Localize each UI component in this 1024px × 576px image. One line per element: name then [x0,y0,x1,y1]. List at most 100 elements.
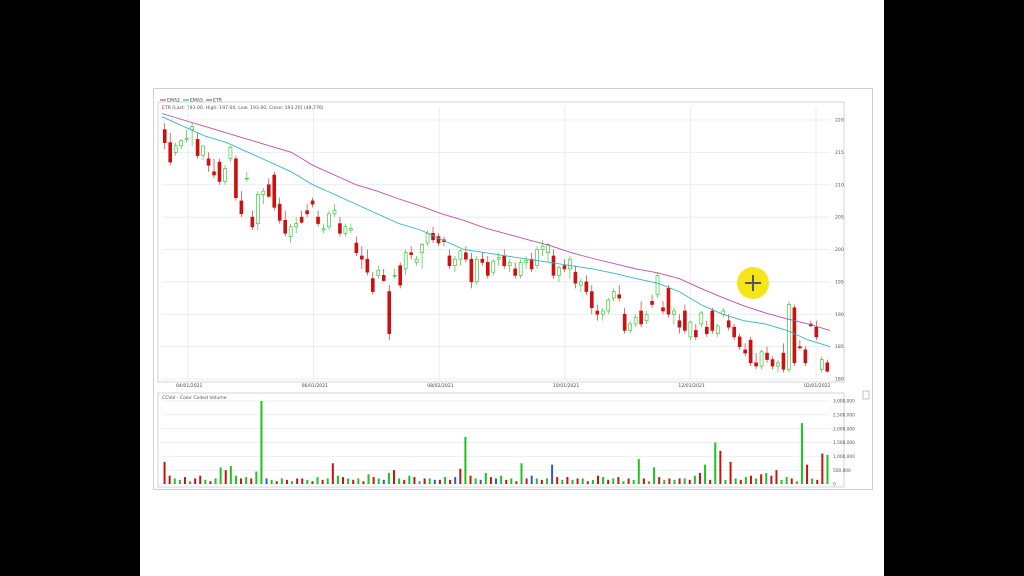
candle [710,307,715,334]
candle-body [464,252,468,260]
volume-bar [693,475,696,484]
candle [403,249,408,276]
candle-body [179,140,183,147]
volume-bar [775,470,778,484]
candle-body [726,320,731,328]
candle [360,246,364,269]
candle [666,285,671,318]
candle [776,359,780,373]
candle [447,249,452,269]
volume-bar [479,479,482,484]
candle-body [354,242,359,254]
candle [529,252,534,273]
candle-body [162,129,167,143]
cursor-highlight-icon [737,267,769,299]
volume-bar [642,478,645,484]
volume-bar [561,479,564,484]
candle [704,320,709,337]
volume-bar [204,479,207,484]
candle [398,262,402,289]
volume-tick-label: 500,000 [833,468,851,474]
candle [162,123,167,150]
candle-body [540,245,545,250]
candle [737,333,742,350]
volume-bar [464,436,467,484]
candle [288,223,293,243]
candle [683,304,687,334]
volume-bar [765,472,768,484]
volume-bar [209,481,212,484]
candles[interactable] [162,123,830,373]
candle-body [546,243,550,254]
volume-bar [275,481,278,484]
candle-body [798,346,802,349]
candle-body [403,252,408,270]
candle [617,285,622,302]
volume-bar [678,478,681,484]
price-tick-label: 185 [835,344,844,350]
candle-body [622,313,627,331]
candle [628,320,632,334]
candle-body [688,321,693,338]
volume-bar [811,478,814,484]
candle [370,272,375,295]
candle [743,343,747,357]
volume-bar [821,453,824,484]
price-tick-label: 180 [835,377,844,383]
volume-grid [162,400,830,485]
candle [606,298,611,315]
volume-bar [178,479,181,484]
candle [190,123,194,146]
candle-body [398,265,402,286]
volume-bar [632,479,635,484]
candle-body [759,351,764,367]
candle [759,349,764,370]
candle-body [819,359,824,370]
candle [562,259,567,273]
volume-bar [698,472,701,484]
candle-body [557,267,561,276]
candle [507,259,512,273]
volume-bar [795,481,798,484]
candle [803,346,808,367]
candle [661,301,665,315]
candle-body [173,145,178,153]
candle-body [453,258,457,266]
volume-bar [749,475,752,484]
volume-bars[interactable] [163,401,829,484]
volume-bar [296,478,299,484]
candle-body [672,310,676,315]
volume-bar [704,464,707,484]
chart-svg[interactable]: EMA2 EMA5 ETR ETR [Last: 193.00, High: 197… [154,89,872,489]
candle [590,285,594,315]
volume-bar [454,477,457,484]
candle-body [332,210,337,215]
volume-bar [780,479,783,484]
candle-body [425,232,430,244]
volume-bar [408,475,411,484]
price-grid [162,107,830,380]
volume-bar [163,461,166,484]
volume-bar [382,479,385,484]
candle [644,311,649,324]
volume-bar [719,450,722,484]
candle [748,336,753,367]
candle [310,197,315,208]
volume-bar [566,477,569,484]
legend: EMA2 EMA5 ETR [160,98,223,104]
candle [754,353,758,370]
price-x-tick-label: 04/01/2021 [176,383,203,389]
volume-bar [214,478,217,484]
candle [579,278,583,292]
candle [765,346,769,363]
volume-bar [622,481,625,484]
volume-bar [530,475,533,484]
volume-bar [489,477,492,484]
candle-body [343,226,348,234]
candle-body [217,161,222,182]
pane-menu-button[interactable] [862,390,870,400]
volume-bar [545,478,548,484]
volume-pane [157,392,845,488]
volume-bar [372,477,375,484]
candle [611,288,616,302]
